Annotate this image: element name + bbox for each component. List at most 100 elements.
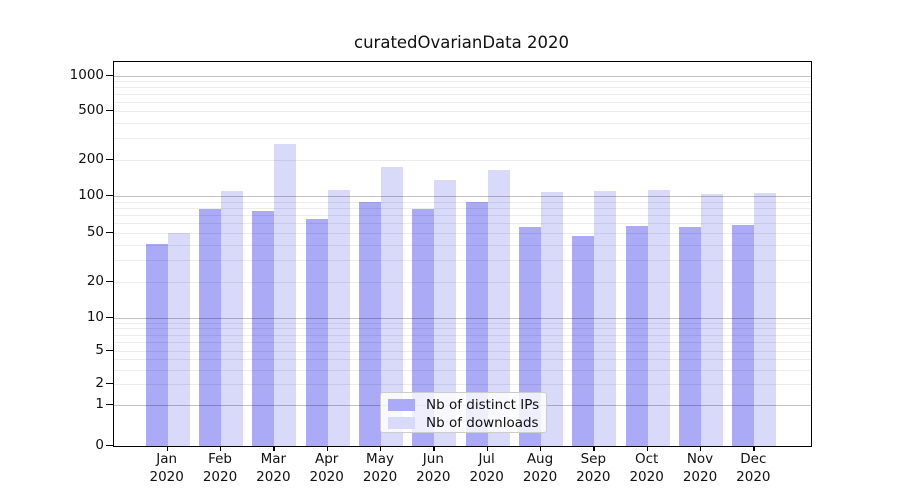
x-tick-mark (220, 446, 222, 451)
gridline-minor (114, 328, 811, 330)
y-tick-label: 1000 (69, 66, 104, 83)
x-tick-mark (646, 446, 648, 451)
gridline-minor (114, 101, 811, 103)
gridline-major (114, 196, 811, 197)
bar-downloads-nov (701, 194, 723, 446)
bar-distinct-ips-jan (145, 243, 168, 446)
y-tick-label: 200 (78, 151, 104, 167)
bar-downloads-jul (487, 169, 510, 446)
x-tick-mark (433, 446, 435, 451)
bar-distinct-ips-jul (465, 202, 488, 446)
gridline-minor (114, 369, 811, 371)
bar-distinct-ips-feb (199, 209, 222, 446)
x-tick-mark (700, 446, 702, 451)
y-tick-mark (106, 404, 113, 406)
y-tick-label: 0 (95, 437, 104, 453)
bar-downloads-feb (221, 191, 244, 446)
gridline-minor (114, 215, 811, 217)
grid-layer (114, 62, 811, 446)
gridline-major (114, 75, 811, 77)
y-tick-mark (106, 159, 113, 161)
gridline-minor (114, 122, 811, 124)
gridline-minor (114, 334, 811, 336)
x-tick-mark (753, 446, 755, 451)
gridline-minor (114, 138, 811, 140)
gridline-minor (114, 322, 811, 324)
y-tick-mark (106, 383, 113, 385)
bar-distinct-ips-sep (572, 236, 595, 446)
y-tick-mark (106, 280, 113, 282)
y-tick-mark (106, 110, 113, 112)
y-tick-label: 500 (78, 102, 104, 118)
x-tick-mark (380, 446, 382, 451)
bar-downloads-dec (754, 193, 777, 446)
chart-title: curatedOvarianData 2020 (354, 33, 569, 52)
x-tick-label-apr: Apr 2020 (309, 451, 344, 485)
gridline-minor (114, 342, 811, 344)
gridline-minor (114, 93, 811, 95)
bar-downloads-aug (541, 192, 563, 446)
y-tick-mark (106, 445, 113, 447)
gridline-minor (114, 81, 811, 83)
x-tick-mark (593, 446, 595, 451)
bar-downloads-oct (647, 190, 670, 446)
x-tick-mark (540, 446, 542, 451)
gridline-minor (114, 160, 811, 161)
x-tick-mark (486, 446, 488, 451)
legend-label-distinct-ips: Nb of distinct IPs (426, 396, 540, 413)
bar-downloads-jan (167, 233, 190, 446)
y-tick-mark (106, 232, 113, 234)
legend-row-downloads: Nb of downloads (381, 414, 546, 431)
y-tick-label: 5 (95, 342, 104, 358)
gridline-minor (114, 384, 811, 386)
y-tick-mark (106, 316, 113, 318)
bar-downloads-apr (327, 189, 350, 446)
x-tick-label-mar: Mar 2020 (256, 451, 291, 485)
gridline-minor (114, 244, 811, 246)
x-tick-label-sep: Sep 2020 (576, 451, 611, 485)
y-tick-label: 10 (86, 308, 104, 325)
x-tick-label-aug: Aug 2020 (522, 451, 558, 485)
x-tick-label-may: May 2020 (362, 451, 398, 485)
legend-swatch-downloads (388, 416, 415, 429)
bar-distinct-ips-mar (252, 210, 275, 446)
x-tick-label-nov: Nov 2020 (682, 451, 718, 485)
gridline-minor (114, 233, 811, 234)
bars-layer (114, 62, 811, 446)
bar-downloads-mar (274, 143, 297, 446)
gridline-minor (114, 281, 811, 283)
x-tick-mark (166, 446, 168, 451)
x-tick-mark (326, 446, 328, 451)
gridline-minor (114, 111, 811, 112)
bar-distinct-ips-jun (412, 209, 435, 446)
y-tick-mark (106, 195, 113, 197)
y-tick-label: 50 (86, 224, 104, 240)
y-tick-mark (106, 350, 113, 352)
legend-label-downloads: Nb of downloads (426, 414, 539, 431)
gridline-minor (114, 260, 811, 262)
bar-distinct-ips-oct (625, 226, 648, 446)
x-tick-mark (273, 446, 275, 451)
y-tick-label: 2 (95, 375, 104, 392)
gridline-minor (114, 207, 811, 209)
x-tick-label-feb: Feb 2020 (202, 451, 238, 485)
gridline-major (114, 317, 811, 319)
gridline-minor (114, 201, 811, 203)
bar-downloads-may (381, 166, 404, 446)
x-tick-label-jun: Jun 2020 (416, 451, 451, 485)
bar-distinct-ips-aug (519, 226, 541, 446)
y-tick-mark (106, 74, 113, 76)
gridline-minor (114, 351, 811, 352)
gridline-minor (114, 359, 811, 361)
bar-downloads-jun (434, 180, 457, 446)
legend-swatch-distinct-ips (388, 398, 415, 411)
y-tick-label: 1 (95, 396, 104, 412)
x-tick-label-jul: Jul 2020 (469, 451, 504, 485)
legend-row-distinct-ips: Nb of distinct IPs (381, 396, 546, 413)
gridline-minor (114, 87, 811, 89)
legend: Nb of distinct IPs Nb of downloads (380, 392, 547, 433)
x-tick-label-oct: Oct 2020 (629, 451, 664, 485)
bar-distinct-ips-nov (679, 226, 701, 446)
plot-area (113, 61, 812, 447)
